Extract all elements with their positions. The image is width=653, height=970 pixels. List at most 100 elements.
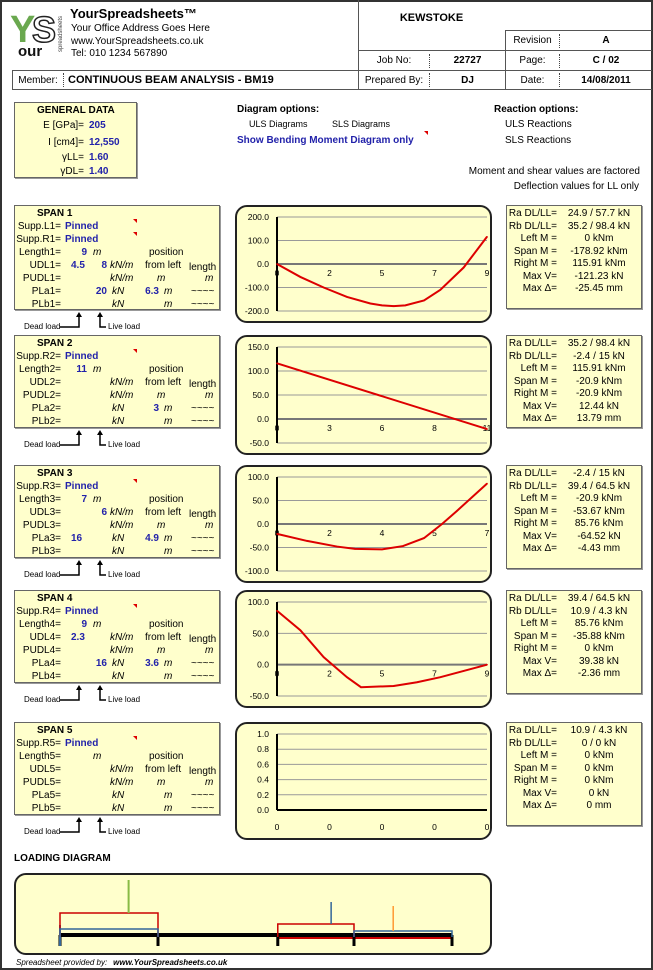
y-tick-label: 0.0 xyxy=(257,259,269,269)
comment-marker-icon xyxy=(133,219,137,223)
data-point xyxy=(392,685,395,687)
general-data-panel: GENERAL DATA E [GPa]= 205 I [cm4]= 12,55… xyxy=(14,102,137,178)
pla-live-load-input[interactable]: 20 xyxy=(95,286,107,297)
position-header: position xyxy=(149,247,184,258)
diagram-selection-dropdown[interactable]: Show Bending Moment Diagram only xyxy=(237,135,414,146)
y-tick-label: -100.0 xyxy=(245,566,269,576)
support-type-dropdown[interactable]: Pinned xyxy=(65,221,99,232)
unit-m: m xyxy=(157,273,166,284)
unit-kn: kN xyxy=(112,546,125,557)
bending-moment-chart: 150.0 100.0 50.0 0.0 -50.0 0 3 6 8 11 xyxy=(235,335,492,455)
x-tick-label: 4 xyxy=(380,528,385,538)
length-input[interactable]: 7 xyxy=(81,494,87,505)
support-label: Supp.R5= xyxy=(16,738,61,749)
pla-position-input[interactable]: 4.9 xyxy=(145,533,159,544)
udl-live-load-input[interactable]: 6 xyxy=(101,507,107,518)
y-tick-label: 200.0 xyxy=(248,212,270,222)
unit-m: m xyxy=(93,494,102,505)
length-input[interactable]: 9 xyxy=(81,247,87,258)
field-label: PUDL2= xyxy=(22,390,61,401)
position-header: position xyxy=(149,751,184,762)
result-value-max-v: -121.23 kN xyxy=(574,270,624,282)
field-label: PUDL3= xyxy=(22,520,61,531)
comment-marker-icon xyxy=(133,479,137,483)
length-header: length xyxy=(189,634,217,645)
support-type-dropdown[interactable]: Pinned xyxy=(65,606,99,617)
uls-reactions-option[interactable]: ULS Reactions xyxy=(505,119,572,130)
pla-position-input[interactable]: 6.3 xyxy=(145,286,159,297)
gamma-dl-label: γDL= xyxy=(60,166,84,177)
pla-live-load-input[interactable]: 16 xyxy=(95,658,107,669)
footer-prefix: Spreadsheet provided by: xyxy=(16,958,108,967)
support-type-dropdown[interactable]: Pinned xyxy=(65,481,99,492)
prepared-by-value: DJ xyxy=(461,74,474,86)
support-type-dropdown[interactable]: Pinned xyxy=(65,351,99,362)
x-tick-label: 5 xyxy=(432,528,437,538)
pla-position-input[interactable]: 3 xyxy=(153,403,159,414)
result-value-max-v: 39.38 kN xyxy=(578,655,620,667)
x-tick-label: 7 xyxy=(432,669,437,679)
sls-reactions-option[interactable]: SLS Reactions xyxy=(505,135,572,146)
support-type-dropdown[interactable]: Pinned xyxy=(65,234,99,245)
data-point xyxy=(381,304,383,307)
project-name: KEWSTOKE xyxy=(399,12,464,24)
reaction-options-title: Reaction options: xyxy=(494,104,579,115)
result-value-left-m: -20.9 kNm xyxy=(575,493,623,504)
result-label-ra: Ra DL/LL= xyxy=(508,338,557,349)
support-type-dropdown[interactable]: Pinned xyxy=(65,738,99,749)
unit-kn-per-m: kN/m xyxy=(110,520,134,531)
gamma-ll-value[interactable]: 1.60 xyxy=(89,152,109,163)
result-value-max-d: -2.36 mm xyxy=(577,668,621,679)
unit-m: m xyxy=(93,364,102,375)
field-label: PLb5= xyxy=(31,803,61,814)
x-tick-label: 5 xyxy=(380,669,385,679)
from-left-header: from left xyxy=(145,507,182,518)
field-label: PUDL1= xyxy=(22,273,61,284)
span-title: SPAN 5 xyxy=(37,725,73,736)
udl-live-load-input[interactable]: 8 xyxy=(101,260,107,271)
live-load-label: Live load xyxy=(108,570,141,579)
date-label: Date: xyxy=(520,74,545,86)
length-input[interactable]: 9 xyxy=(81,619,87,630)
result-value-right-m: 0 kNm xyxy=(584,643,614,654)
result-label-left-m: Left M = xyxy=(520,750,557,761)
span-results-panel: Ra DL/LL= 35.2 / 98.4 kN Rb DL/LL= -2.4 / 1… xyxy=(506,335,642,428)
uls-diagrams-option[interactable]: ULS Diagrams xyxy=(249,119,308,129)
data-point xyxy=(416,681,418,684)
company-website[interactable]: www.YourSpreadsheets.co.uk xyxy=(71,36,204,47)
footer-link[interactable]: www.YourSpreadsheets.co.uk xyxy=(113,958,228,967)
i-value[interactable]: 12,550 xyxy=(89,137,120,148)
udl-live-span1 xyxy=(59,912,159,937)
y-tick-label: 0.4 xyxy=(257,775,269,785)
y-tick-label: 100.0 xyxy=(248,597,270,607)
comment-marker-icon xyxy=(133,232,137,236)
unit-m: m xyxy=(205,520,214,531)
x-tick-label: 0 xyxy=(275,528,280,538)
result-value-left-m: 115.91 kNm xyxy=(572,363,626,374)
field-label: PLa4= xyxy=(31,658,61,669)
udl-dead-load-input[interactable]: 4.5 xyxy=(71,260,85,271)
gamma-dl-value[interactable]: 1.40 xyxy=(89,166,109,177)
udl-dead-load-input[interactable]: 2.3 xyxy=(71,632,85,643)
span-title: SPAN 2 xyxy=(37,338,73,349)
length-input[interactable]: 11 xyxy=(76,364,87,375)
pla-dead-load-input[interactable]: 16 xyxy=(71,533,83,544)
result-value-left-m: 0 kNm xyxy=(584,750,614,761)
pla-position-input[interactable]: 3.6 xyxy=(145,658,159,669)
data-point xyxy=(423,537,425,539)
sls-diagrams-option[interactable]: SLS Diagrams xyxy=(332,119,391,129)
e-value[interactable]: 205 xyxy=(89,120,106,131)
result-value-max-v: -64.52 kN xyxy=(577,530,621,542)
field-label: Length2= xyxy=(19,364,61,375)
data-point xyxy=(276,263,278,265)
field-label: PLa2= xyxy=(31,403,61,414)
y-tick-label: 50.0 xyxy=(252,628,269,638)
page-value: C / 02 xyxy=(592,55,620,66)
result-value-right-m: 115.91 kNm xyxy=(572,258,626,269)
unit-kn-per-m: kN/m xyxy=(110,632,134,643)
company-tel: Tel: 010 1234 567890 xyxy=(71,48,168,59)
unit-kn-per-m: kN/m xyxy=(110,764,134,775)
result-label-span-m: Span M = xyxy=(513,762,557,774)
span-input-panel: SPAN 4 Supp.R4= Pinned Length4= 9 m position le… xyxy=(14,590,220,683)
length-placeholder: ~~~~ xyxy=(191,790,215,801)
